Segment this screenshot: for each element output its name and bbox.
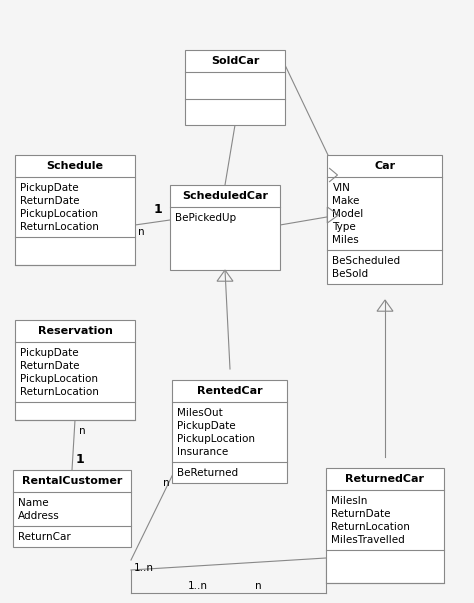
Text: SoldCar: SoldCar <box>211 56 259 66</box>
Text: BePickedUp: BePickedUp <box>175 213 236 223</box>
Text: Type: Type <box>332 222 356 232</box>
Text: ReturnDate: ReturnDate <box>20 361 80 371</box>
Bar <box>15 320 135 420</box>
Text: Schedule: Schedule <box>46 161 103 171</box>
Text: Model: Model <box>332 209 364 219</box>
Text: ReturnLocation: ReturnLocation <box>20 387 99 397</box>
Text: Name: Name <box>18 498 49 508</box>
Text: n: n <box>163 478 170 488</box>
Text: BeScheduled: BeScheduled <box>332 256 401 266</box>
Bar <box>173 380 288 483</box>
Bar <box>13 470 131 547</box>
Text: Make: Make <box>332 196 360 206</box>
Text: Insurance: Insurance <box>177 447 229 457</box>
Bar <box>328 155 443 284</box>
Text: MilesTravelled: MilesTravelled <box>331 535 405 545</box>
Bar <box>185 50 285 125</box>
Text: ReturnLocation: ReturnLocation <box>20 222 99 232</box>
Text: 1: 1 <box>153 203 162 216</box>
Text: ReturnCar: ReturnCar <box>18 532 71 542</box>
Text: Miles: Miles <box>332 235 359 245</box>
Text: Car: Car <box>374 161 396 171</box>
Text: VIN: VIN <box>332 183 350 193</box>
Text: n: n <box>138 227 145 237</box>
Bar <box>170 185 280 270</box>
Text: MilesIn: MilesIn <box>331 496 367 506</box>
Text: RentedCar: RentedCar <box>197 386 263 396</box>
Text: ReturnLocation: ReturnLocation <box>331 522 410 532</box>
Text: BeReturned: BeReturned <box>177 468 238 478</box>
Text: ReturnedCar: ReturnedCar <box>346 474 425 484</box>
Text: 1: 1 <box>76 453 85 466</box>
Text: PickupDate: PickupDate <box>20 183 79 193</box>
Text: n: n <box>79 426 86 436</box>
Text: MilesOut: MilesOut <box>177 408 223 418</box>
Text: PickupDate: PickupDate <box>177 421 236 431</box>
Text: PickupLocation: PickupLocation <box>20 209 98 219</box>
Text: BeSold: BeSold <box>332 269 369 279</box>
Text: ReturnDate: ReturnDate <box>331 509 391 519</box>
Text: n: n <box>255 581 261 591</box>
Text: Reservation: Reservation <box>37 326 112 336</box>
Bar <box>15 155 135 265</box>
Text: 1..n: 1..n <box>134 563 154 573</box>
Bar <box>326 468 444 583</box>
Text: PickupDate: PickupDate <box>20 348 79 358</box>
Text: ReturnDate: ReturnDate <box>20 196 80 206</box>
Text: 1..n: 1..n <box>188 581 208 591</box>
Text: RentalCustomer: RentalCustomer <box>22 476 122 486</box>
Text: PickupLocation: PickupLocation <box>20 374 98 384</box>
Text: ScheduledCar: ScheduledCar <box>182 191 268 201</box>
Text: PickupLocation: PickupLocation <box>177 434 255 444</box>
Text: Address: Address <box>18 511 60 521</box>
